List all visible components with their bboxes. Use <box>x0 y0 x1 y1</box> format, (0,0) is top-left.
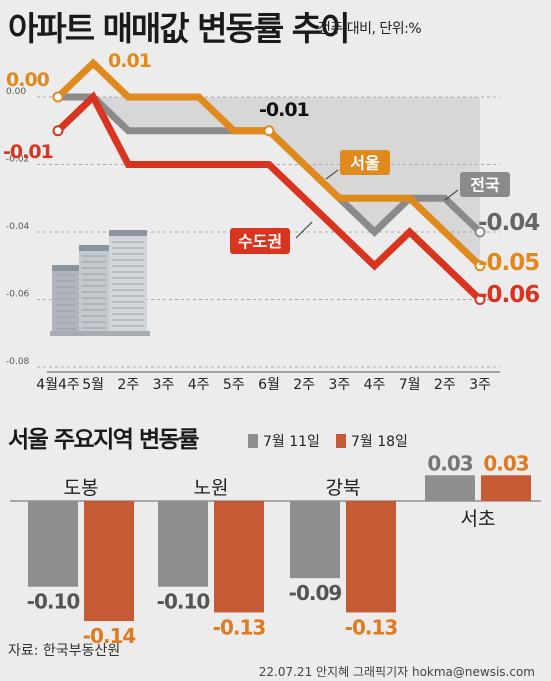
bar-category-label: 노원 <box>194 477 229 499</box>
y-tick-label: -0.08 <box>6 357 30 367</box>
bar-value-label: 0.03 <box>427 451 472 475</box>
x-axis-ticks: 4월4주 5월 2주 3주 4주 5주 6월 2주 3주 4주 7월 2주 3주 <box>36 377 491 393</box>
value-label-capital: -0.06 <box>478 282 539 308</box>
x-tick-label: 5월 <box>82 377 104 393</box>
tag-label-capital: 수도권 <box>238 232 282 251</box>
marker-national <box>474 226 486 238</box>
x-tick-label: 4주 <box>188 377 210 393</box>
marker-seoul <box>474 260 486 272</box>
building-windows <box>55 241 144 330</box>
legend-item-jul11: 7월 11일 <box>248 431 320 451</box>
bar-value-label: -0.10 <box>157 590 210 614</box>
value-label-capital: -0.01 <box>3 141 53 163</box>
end-markers <box>52 91 486 305</box>
tag-box-capital <box>230 228 290 254</box>
bar-jul11 <box>28 501 78 587</box>
tag-pointer-seoul <box>325 169 339 180</box>
bar-jul11 <box>290 501 340 579</box>
tag-label-national: 전국 <box>470 176 500 195</box>
bar-jul18 <box>84 501 134 621</box>
tag-label-seoul: 서울 <box>350 154 380 173</box>
tag-pointer-capital <box>295 221 313 239</box>
bar-value-label: -0.13 <box>345 615 398 639</box>
legend-label-jul11: 7월 11일 <box>263 434 320 450</box>
y-tick-label: -0.02 <box>6 155 29 165</box>
y-axis-ticks: 0.00 -0.02 -0.04 -0.06 -0.08 <box>6 87 30 367</box>
x-tick-label: 6월 <box>258 377 280 393</box>
x-tick-label: 4주 <box>364 377 386 393</box>
marker-capital <box>52 125 64 137</box>
unit-note: 전주 대비, 단위:% <box>318 21 422 37</box>
series-line-capital <box>55 91 483 303</box>
bar-jul18 <box>481 475 531 501</box>
x-tick-label: 2주 <box>293 377 315 393</box>
x-tick-label: 7월 <box>399 377 421 393</box>
bar-jul18 <box>346 501 396 613</box>
y-tick-label: 0.00 <box>6 87 26 97</box>
line-chart: 0.00 -0.02 -0.04 -0.06 -0.08 4월4주 5월 2주 3주 4주 5주 6… <box>3 50 540 393</box>
x-tick-label: 2주 <box>434 377 456 393</box>
y-tick-label: -0.04 <box>6 222 30 232</box>
bar-chart-title: 서울 주요지역 변동률 <box>8 427 199 453</box>
value-label-national: -0.04 <box>478 210 539 236</box>
x-tick-label: 2주 <box>117 377 139 393</box>
bar-category-label: 강북 <box>326 477 361 499</box>
bar-value-label: -0.10 <box>27 590 80 614</box>
bar-jul18 <box>214 501 264 613</box>
grid-lines <box>37 96 500 368</box>
bar-value-label: -0.13 <box>213 615 266 639</box>
legend-swatch-orange <box>336 434 346 448</box>
legend-label-jul18: 7월 18일 <box>351 434 408 450</box>
legend-item-jul18: 7월 18일 <box>336 431 408 451</box>
tag-box-seoul <box>340 150 390 175</box>
value-label-seoul: -0.05 <box>478 250 539 276</box>
bar-category-label: 도봉 <box>64 477 99 499</box>
bar-category-label: 서초 <box>461 508 496 530</box>
gap-area <box>58 97 480 266</box>
credit-line: 22.07.21 안지혜 그래픽기자 hokma@newsis.com <box>258 665 535 679</box>
bar-value-label: -0.09 <box>289 581 342 605</box>
y-tick-label: -0.06 <box>6 290 30 300</box>
bar-value-label: -0.14 <box>83 624 136 648</box>
source-note: 자료: 한국부동산원 <box>8 643 121 659</box>
value-label-seoul: 0.00 <box>6 69 50 91</box>
chart-title: 아파트 매매값 변동률 추이 <box>8 9 350 48</box>
legend-swatch-gray <box>248 434 258 448</box>
bar-jul11 <box>425 475 475 501</box>
value-labels: 0.00 0.01 -0.01 -0.01 -0.04 -0.05 -0.06 <box>3 50 540 308</box>
marker-seoul <box>52 91 64 103</box>
value-label-national: -0.01 <box>259 99 309 121</box>
bar-value-label: 0.03 <box>483 451 528 475</box>
x-tick-label: 3주 <box>469 377 491 393</box>
tag-box-national <box>460 172 510 197</box>
x-tick-label: 3주 <box>328 377 350 393</box>
x-tick-label: 3주 <box>153 377 175 393</box>
x-tick-label: 4월4주 <box>36 377 80 393</box>
bar-jul11 <box>158 501 208 587</box>
marker-seoul <box>263 125 275 137</box>
x-tick-label: 5주 <box>223 377 245 393</box>
marker-capital <box>474 294 486 305</box>
value-label-seoul: 0.01 <box>108 50 151 72</box>
tag-pointer-national <box>444 189 459 201</box>
